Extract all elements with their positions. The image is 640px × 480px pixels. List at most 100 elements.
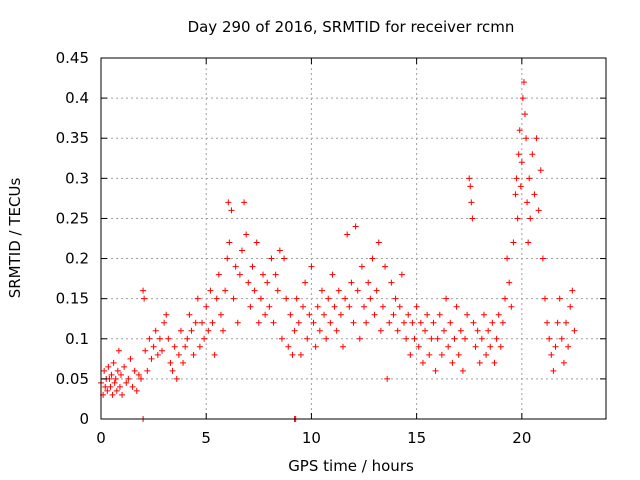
data-point: [236, 271, 243, 278]
data-point: [129, 383, 136, 390]
data-point: [426, 351, 433, 358]
data-point: [116, 383, 123, 390]
data-point: [289, 351, 296, 358]
data-point: [238, 247, 245, 254]
data-point: [491, 359, 498, 366]
data-point: [515, 151, 522, 158]
data-point: [293, 295, 300, 302]
data-point: [253, 239, 260, 246]
data-point: [367, 295, 374, 302]
data-point: [485, 327, 492, 334]
x-tick-label: 15: [407, 429, 426, 447]
data-point: [470, 319, 477, 326]
data-point: [354, 287, 361, 294]
data-point: [396, 303, 403, 310]
y-tick-label: 0.35: [56, 129, 89, 147]
data-point: [175, 351, 182, 358]
data-point: [163, 311, 170, 318]
data-point: [457, 327, 464, 334]
data-point: [105, 363, 112, 370]
data-point: [228, 207, 235, 214]
data-point: [455, 351, 462, 358]
data-point: [209, 319, 216, 326]
data-point: [459, 367, 466, 374]
data-point: [556, 295, 563, 302]
data-point: [467, 183, 474, 190]
data-point: [300, 303, 306, 310]
data-point: [469, 215, 476, 222]
data-point: [535, 207, 542, 214]
data-point: [121, 363, 128, 370]
data-point: [215, 271, 222, 278]
data-point: [196, 343, 203, 350]
data-point: [310, 319, 317, 326]
data-point: [382, 263, 389, 270]
data-point: [106, 375, 113, 382]
data-point: [323, 335, 330, 342]
data-point: [388, 279, 395, 286]
data-point: [302, 279, 309, 286]
data-point: [169, 367, 176, 374]
data-point: [222, 287, 229, 294]
data-point: [285, 343, 292, 350]
data-point: [516, 127, 523, 134]
data-point: [141, 295, 148, 302]
data-point: [167, 359, 174, 366]
data-point: [495, 311, 502, 318]
data-point: [361, 303, 368, 310]
data-point: [161, 319, 168, 326]
data-point: [194, 295, 201, 302]
data-point: [375, 239, 382, 246]
data-point: [184, 335, 191, 342]
data-point: [544, 319, 551, 326]
data-point: [405, 311, 412, 318]
data-point: [407, 351, 414, 358]
data-point: [546, 335, 553, 342]
data-point: [527, 215, 534, 222]
data-point: [131, 367, 138, 374]
data-point: [518, 159, 525, 166]
data-point: [352, 223, 359, 230]
data-point: [510, 239, 517, 246]
data-point: [480, 311, 487, 318]
data-point: [348, 279, 355, 286]
data-point: [371, 311, 378, 318]
y-tick-label: 0.4: [65, 89, 89, 107]
y-tick-label: 0.2: [65, 250, 89, 268]
data-point: [483, 351, 490, 358]
plot-frame: [100, 57, 607, 420]
data-point: [440, 327, 447, 334]
data-point: [506, 279, 513, 286]
data-point: [154, 351, 161, 358]
data-point: [140, 287, 147, 294]
data-point: [377, 327, 384, 334]
data-point: [379, 303, 386, 310]
data-point: [502, 295, 508, 302]
data-point: [567, 303, 574, 310]
data-point: [137, 375, 144, 382]
data-point: [318, 287, 325, 294]
data-point: [217, 311, 224, 318]
x-tick-label: 5: [201, 429, 211, 447]
data-point: [449, 359, 456, 366]
data-point: [264, 279, 271, 286]
data-point: [443, 295, 450, 302]
data-point: [552, 343, 559, 350]
data-point: [199, 319, 205, 326]
data-point: [409, 319, 416, 326]
data-point: [417, 319, 424, 326]
data-point: [135, 371, 142, 378]
data-point: [434, 335, 441, 342]
data-point: [247, 303, 254, 310]
data-point: [493, 335, 500, 342]
data-point: [114, 367, 121, 374]
data-point: [373, 287, 380, 294]
data-point: [329, 271, 336, 278]
data-point: [339, 343, 346, 350]
data-point: [342, 295, 349, 302]
data-point: [356, 335, 363, 342]
data-point: [180, 359, 187, 366]
data-point: [262, 311, 269, 318]
data-point: [270, 319, 277, 326]
